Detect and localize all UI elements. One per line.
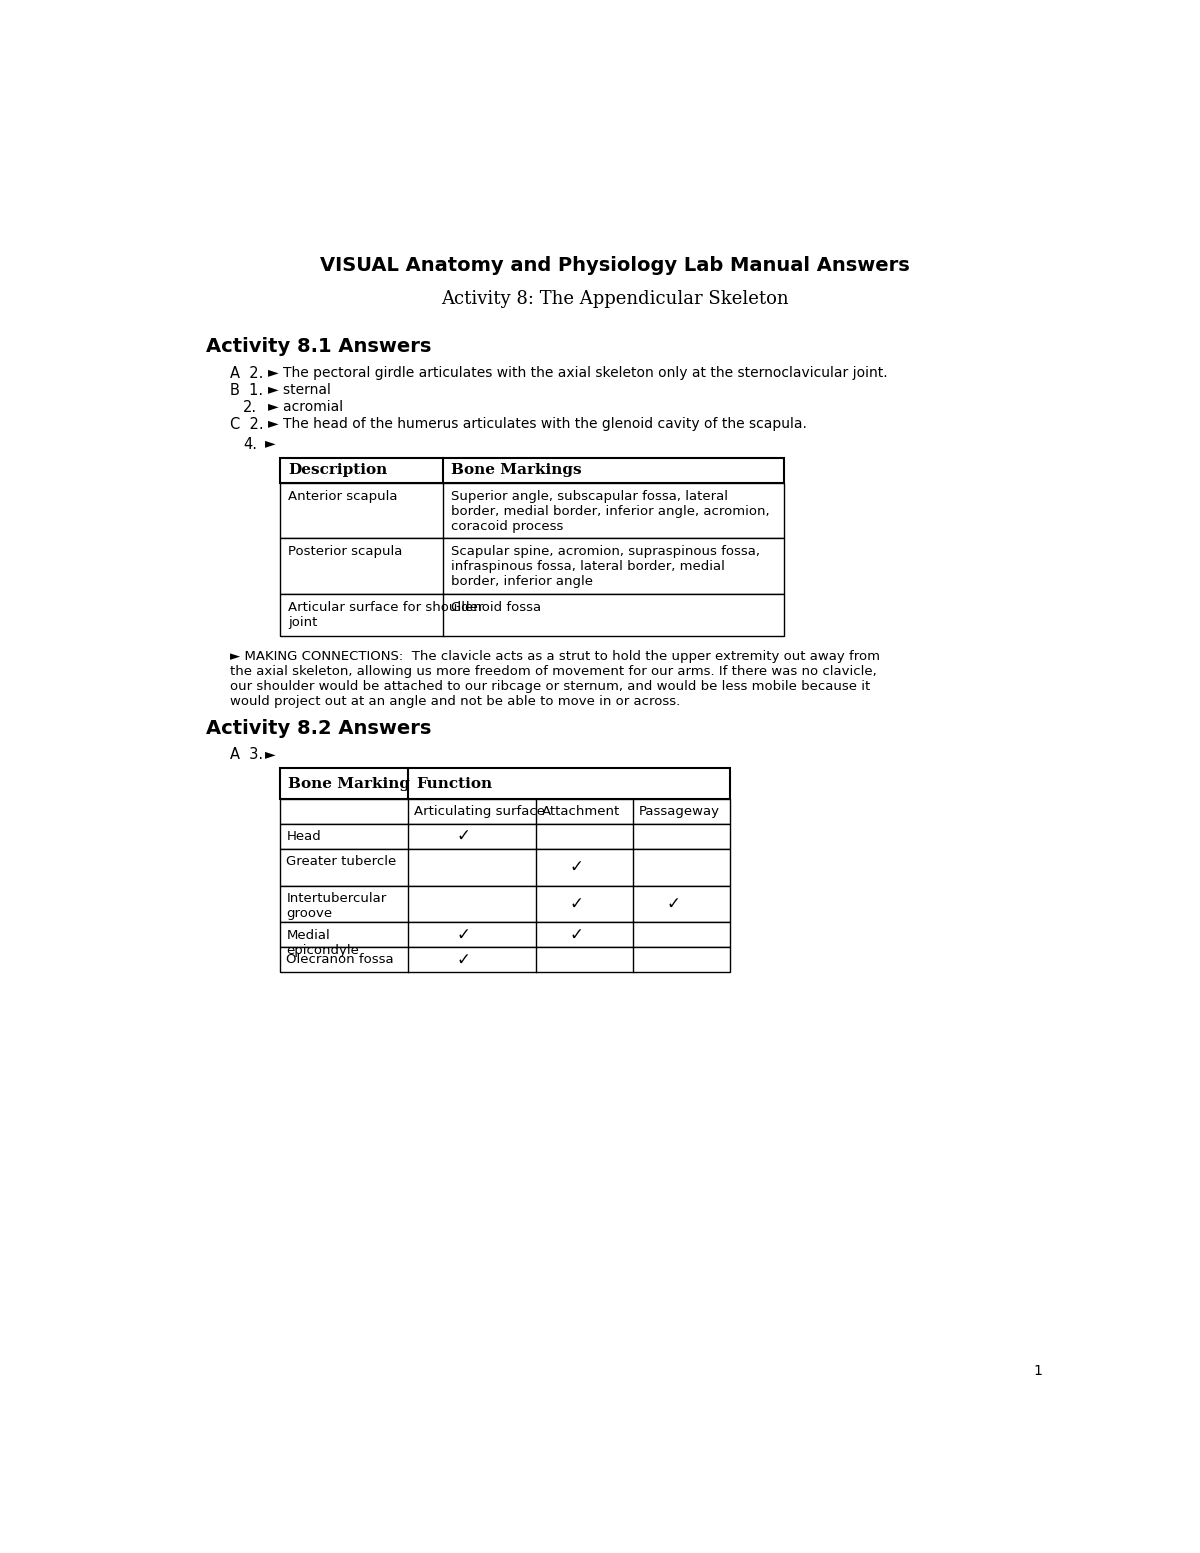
Text: 4.: 4. — [242, 436, 257, 452]
Text: ► acromial: ► acromial — [268, 399, 343, 413]
Bar — [281, 800, 730, 825]
Text: ► MAKING CONNECTIONS:  The clavicle acts as a strut to hold the upper extremity : ► MAKING CONNECTIONS: The clavicle acts … — [230, 649, 880, 708]
Text: Function: Function — [416, 776, 492, 790]
Bar — [281, 848, 730, 885]
Text: Description: Description — [288, 463, 388, 477]
Text: Bone Marking: Bone Marking — [288, 776, 410, 790]
Text: ►: ► — [265, 436, 275, 450]
Text: Glenoid fossa: Glenoid fossa — [451, 601, 541, 613]
Bar — [281, 947, 730, 972]
Text: ► sternal: ► sternal — [268, 382, 331, 396]
Text: ✓: ✓ — [569, 895, 583, 913]
Bar — [281, 885, 730, 922]
Text: Head: Head — [287, 831, 322, 843]
Text: Intertubercular
groove: Intertubercular groove — [287, 891, 386, 919]
Text: Activity 8.2 Answers: Activity 8.2 Answers — [206, 719, 431, 738]
Text: 2.: 2. — [242, 399, 257, 415]
Bar — [281, 922, 730, 947]
Text: VISUAL Anatomy and Physiology Lab Manual Answers: VISUAL Anatomy and Physiology Lab Manual… — [320, 256, 910, 275]
Text: Anterior scapula: Anterior scapula — [288, 489, 397, 503]
Text: Posterior scapula: Posterior scapula — [288, 545, 402, 558]
Text: Attachment: Attachment — [542, 804, 620, 818]
Text: A  3.: A 3. — [230, 747, 263, 763]
Text: 1: 1 — [1033, 1365, 1043, 1379]
Text: ✓: ✓ — [457, 950, 470, 969]
Text: C  2.: C 2. — [230, 416, 264, 432]
Bar — [281, 483, 784, 539]
Text: ✓: ✓ — [457, 926, 470, 944]
Text: Articulating surface: Articulating surface — [414, 804, 545, 818]
Text: Bone Markings: Bone Markings — [451, 463, 581, 477]
Bar — [281, 769, 730, 800]
Text: A  2.: A 2. — [230, 367, 263, 380]
Text: ✓: ✓ — [457, 828, 470, 845]
Text: Activity 8: The Appendicular Skeleton: Activity 8: The Appendicular Skeleton — [442, 290, 788, 309]
Text: Scapular spine, acromion, supraspinous fossa,
infraspinous fossa, lateral border: Scapular spine, acromion, supraspinous f… — [451, 545, 760, 589]
Text: Articular surface for shoulder
joint: Articular surface for shoulder joint — [288, 601, 484, 629]
Text: ► The head of the humerus articulates with the glenoid cavity of the scapula.: ► The head of the humerus articulates wi… — [268, 416, 806, 430]
Bar — [281, 825, 730, 848]
Text: B  1.: B 1. — [230, 382, 263, 398]
Bar — [281, 458, 784, 483]
Text: ✓: ✓ — [569, 859, 583, 876]
Text: ✓: ✓ — [569, 926, 583, 944]
Text: ✓: ✓ — [666, 895, 680, 913]
Bar — [281, 539, 784, 593]
Bar — [281, 593, 784, 637]
Text: Activity 8.1 Answers: Activity 8.1 Answers — [206, 337, 431, 356]
Text: Passageway: Passageway — [640, 804, 720, 818]
Text: Olecranon fossa: Olecranon fossa — [287, 954, 394, 966]
Text: Greater tubercle: Greater tubercle — [287, 854, 397, 868]
Text: Medial
epicondyle: Medial epicondyle — [287, 929, 359, 957]
Text: ►: ► — [265, 747, 275, 761]
Text: Superior angle, subscapular fossa, lateral
border, medial border, inferior angle: Superior angle, subscapular fossa, later… — [451, 489, 769, 533]
Text: ► The pectoral girdle articulates with the axial skeleton only at the sternoclav: ► The pectoral girdle articulates with t… — [268, 367, 888, 380]
